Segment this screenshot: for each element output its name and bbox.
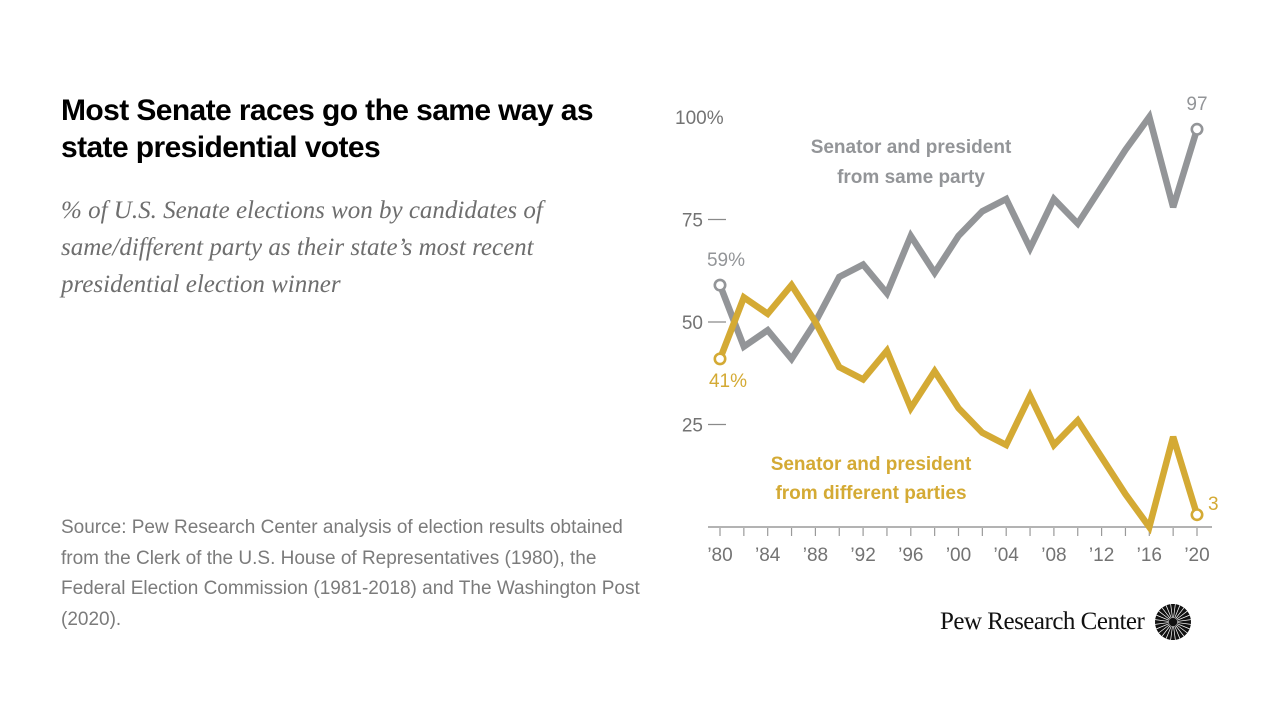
x-tick-label: ’16 — [1137, 545, 1162, 566]
x-tick-label: ’84 — [755, 545, 781, 566]
pew-logo: Pew Research Center — [940, 603, 1192, 641]
label-layer: Senator and president from same party Se… — [707, 94, 1219, 515]
series-label-different-parties-line2: from different parties — [775, 483, 966, 504]
x-tick-label: ’08 — [1041, 545, 1066, 566]
sunburst-ray — [1171, 604, 1176, 619]
sunburst-ray — [1176, 611, 1190, 621]
start-marker-same-party — [713, 278, 727, 292]
sunburst-ray — [1155, 622, 1171, 629]
x-axis: ’80 ’84 ’88 ’92 ’96 ’00 ’04 ’08 ’12 ’16 ’20 — [707, 526, 1212, 566]
pew-sunburst-icon — [1155, 604, 1192, 640]
x-tick-label: ’00 — [946, 545, 971, 566]
series-label-same-party-line2: from same party — [837, 167, 985, 188]
sunburst-ray — [1162, 624, 1172, 639]
sunburst-ray — [1175, 607, 1188, 620]
x-tick-label: ’04 — [994, 545, 1020, 566]
end-marker-same-party — [1190, 122, 1204, 136]
series-layer — [713, 109, 1204, 535]
source-note: Source: Pew Research Center analysis of … — [61, 517, 640, 630]
sunburst-ray — [1166, 625, 1173, 640]
start-label-same-party: 59% — [707, 250, 745, 271]
sunburst-ray — [1174, 625, 1180, 640]
chart-title: Most Senate races go the same way as sta… — [61, 94, 594, 164]
sunburst-ray — [1171, 625, 1176, 640]
series-label-same-party-line1: Senator and president — [811, 137, 1012, 158]
end-label-different-parties: 3 — [1208, 494, 1219, 515]
sunburst-ray — [1175, 624, 1188, 637]
brand-name: Pew Research Center — [940, 608, 1145, 635]
sunburst-ray — [1155, 620, 1170, 624]
sunburst-ray — [1174, 605, 1184, 620]
sunburst-ray — [1176, 623, 1190, 633]
series-line-same-party — [716, 109, 1201, 365]
x-tick-label: ’96 — [898, 545, 923, 566]
series-label-different-parties-line1: Senator and president — [771, 454, 972, 475]
x-tick-label: ’20 — [1184, 545, 1209, 566]
sunburst-ray — [1174, 624, 1184, 639]
x-tick-label: ’92 — [850, 545, 875, 566]
sunburst-ray — [1174, 604, 1180, 619]
sunburst-ray — [1176, 622, 1192, 629]
start-marker-different-parties — [713, 352, 727, 366]
series-line-different-parties — [716, 279, 1201, 535]
sunburst-center — [1169, 617, 1178, 627]
sunburst-ray — [1156, 623, 1171, 633]
y-tick-label: 25 — [682, 416, 703, 437]
sunburst-ray — [1166, 604, 1173, 619]
y-axis: 100% 75 50 25 — [675, 108, 726, 437]
sunburst-ray — [1155, 615, 1171, 622]
y-tick-label: 50 — [682, 313, 703, 334]
sunburst-ray — [1176, 615, 1192, 622]
y-tick-label: 75 — [682, 211, 703, 232]
x-tick-label: ’88 — [803, 545, 828, 566]
y-tick-label: 100% — [675, 108, 724, 129]
x-tick-label: ’12 — [1089, 545, 1114, 566]
sunburst-ray — [1156, 611, 1171, 621]
chart-subtitle: % of U.S. Senate elections won by candid… — [61, 197, 543, 298]
end-label-same-party: 97 — [1186, 94, 1207, 115]
start-label-different-parties: 41% — [709, 371, 747, 392]
x-tick-label: ’80 — [707, 545, 732, 566]
sunburst-ray — [1162, 605, 1172, 620]
sunburst-ray — [1159, 624, 1172, 637]
end-marker-different-parties — [1190, 508, 1204, 522]
sunburst-ray — [1159, 607, 1172, 620]
sunburst-ray — [1176, 620, 1192, 624]
